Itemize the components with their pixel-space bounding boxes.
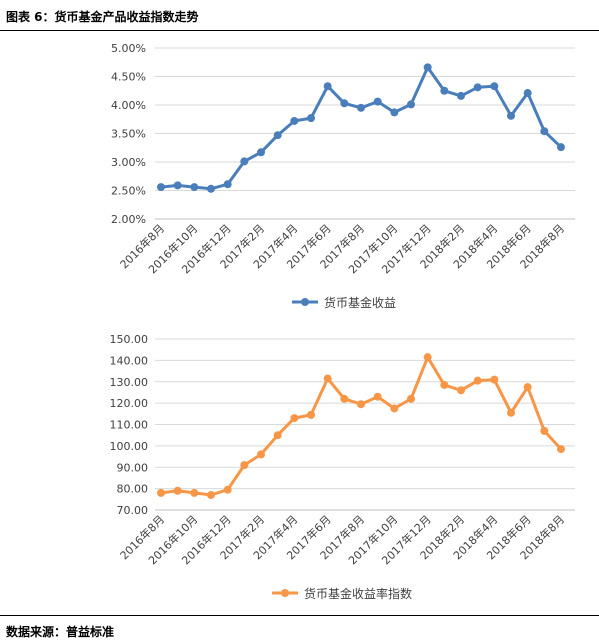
data-point [257,148,265,157]
data-point [307,410,315,419]
data-point [173,181,182,190]
data-point [307,114,315,123]
data-point [373,97,382,106]
data-point [390,108,399,117]
data-point [540,426,549,435]
data-point [473,83,482,92]
data-point [557,143,565,152]
data-point [523,383,532,392]
data-point [507,111,515,120]
y-tick-label: 3.00% [111,156,146,169]
data-point [523,89,532,98]
y-tick-label: 70.00 [117,504,149,517]
data-point [373,392,382,401]
source-rule [0,615,599,616]
data-point [173,486,182,495]
data-point [157,183,165,192]
data-point [407,394,415,403]
y-tick-label: 4.00% [111,99,146,112]
data-point [440,380,449,389]
y-tick-label: 110.00 [110,419,149,432]
index-line-chart: 70.00 80.00 90.00 100.00 110.00 120.00 130.00 1… [110,333,575,601]
data-point [490,375,499,384]
data-point [507,408,515,417]
legend-label: 货币基金收益率指数 [304,586,412,601]
data-point [407,100,415,109]
series-line [160,355,563,497]
data-point [223,180,232,189]
data-point [240,157,249,166]
data-point [273,431,282,440]
y-tick-label: 2.50% [111,185,146,198]
data-point [290,116,299,125]
data-point [357,400,365,409]
legend-marker-icon [281,589,289,597]
data-point [157,488,165,497]
data-point [240,461,249,470]
data-point [323,374,332,383]
data-point [423,63,432,72]
figure-title: 图表 6：货币基金产品收益指数走势 [6,10,199,24]
data-point [257,450,265,459]
y-tick-label: 100.00 [110,440,149,453]
data-point [207,491,215,500]
title-rule [0,30,599,31]
data-point [190,183,199,192]
y-tick-label: 3.50% [111,128,146,141]
data-point [340,394,349,403]
y-tick-label: 5.00% [111,42,146,55]
y-tick-label: 130.00 [110,376,149,389]
y-tick-label: 150.00 [110,333,149,346]
y-tick-label: 90.00 [117,461,149,474]
source-note: 数据来源：普益标准 [6,625,115,639]
data-point [190,488,199,497]
data-point [357,103,365,112]
legend-label: 货币基金收益 [324,295,396,310]
y-tick-label: 140.00 [110,354,149,367]
data-point [457,386,465,395]
data-point [457,91,465,100]
data-point [223,485,232,494]
data-point [440,86,449,95]
data-point [540,127,549,136]
yield-line-chart: 2.00%2.50%3.00%3.50%4.00%4.50%5.00%2016年… [111,42,575,310]
y-tick-label: 4.50% [111,71,146,84]
series-line [160,65,563,191]
data-point [557,445,565,454]
data-point [290,414,299,423]
y-tick-label: 80.00 [117,483,149,496]
data-point [273,131,282,140]
legend-marker-icon [301,298,309,306]
data-point [340,99,349,108]
y-tick-label: 120.00 [110,397,149,410]
data-point [423,353,432,362]
data-point [207,184,215,193]
data-point [390,404,399,413]
y-tick-label: 2.00% [111,213,146,226]
data-point [473,376,482,385]
data-point [323,82,332,91]
data-point [490,82,499,91]
